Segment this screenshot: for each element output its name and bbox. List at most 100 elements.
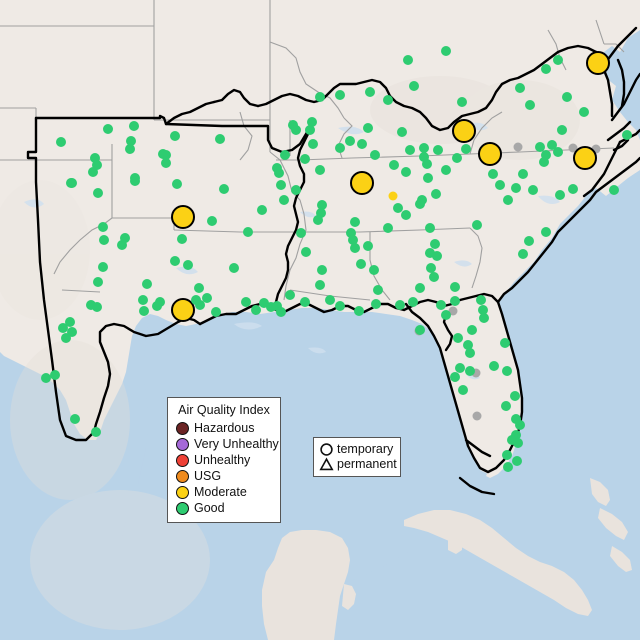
aqi-marker-good[interactable]	[458, 385, 468, 395]
aqi-marker-good[interactable]	[453, 333, 463, 343]
aqi-marker-good[interactable]	[467, 325, 477, 335]
aqi-marker-good[interactable]	[441, 46, 451, 56]
aqi-marker-good[interactable]	[125, 144, 135, 154]
aqi-marker-good[interactable]	[478, 305, 488, 315]
aqi-marker-good[interactable]	[405, 145, 415, 155]
aqi-marker-good[interactable]	[415, 325, 425, 335]
aqi-marker-good[interactable]	[325, 295, 335, 305]
aqi-marker-good[interactable]	[409, 81, 419, 91]
aqi-marker-good[interactable]	[207, 216, 217, 226]
aqi-marker-good[interactable]	[276, 307, 286, 317]
aqi-marker-good[interactable]	[357, 139, 367, 149]
aqi-marker-good[interactable]	[66, 178, 76, 188]
aqi-marker-good[interactable]	[296, 228, 306, 238]
aqi-marker-good[interactable]	[291, 125, 301, 135]
aqi-marker-moderate[interactable]	[171, 298, 195, 322]
aqi-marker-good[interactable]	[229, 263, 239, 273]
aqi-marker-good[interactable]	[251, 305, 261, 315]
aqi-marker-good[interactable]	[307, 117, 317, 127]
aqi-marker-good[interactable]	[345, 136, 355, 146]
aqi-marker-good[interactable]	[350, 217, 360, 227]
aqi-marker-good[interactable]	[241, 297, 251, 307]
aqi-marker-good[interactable]	[518, 169, 528, 179]
aqi-marker-good[interactable]	[510, 391, 520, 401]
aqi-marker-good[interactable]	[98, 222, 108, 232]
aqi-marker-good[interactable]	[138, 295, 148, 305]
aqi-marker-good[interactable]	[370, 150, 380, 160]
aqi-marker-good[interactable]	[65, 317, 75, 327]
aqi-marker-good[interactable]	[88, 167, 98, 177]
aqi-marker-good[interactable]	[170, 256, 180, 266]
aqi-marker-good[interactable]	[363, 123, 373, 133]
aqi-marker-good[interactable]	[422, 159, 432, 169]
aqi-marker-good[interactable]	[429, 272, 439, 282]
aqi-marker-good[interactable]	[401, 167, 411, 177]
aqi-marker-good[interactable]	[465, 348, 475, 358]
aqi-marker-good[interactable]	[348, 235, 358, 245]
aqi-marker-good[interactable]	[56, 137, 66, 147]
aqi-marker-good[interactable]	[335, 301, 345, 311]
aqi-marker-good[interactable]	[450, 296, 460, 306]
aqi-marker-good[interactable]	[432, 251, 442, 261]
aqi-marker-good[interactable]	[502, 450, 512, 460]
aqi-marker-good[interactable]	[259, 298, 269, 308]
aqi-marker-good[interactable]	[301, 247, 311, 257]
aqi-marker-moderate[interactable]	[171, 205, 195, 229]
aqi-marker-good[interactable]	[463, 340, 473, 350]
aqi-marker-good[interactable]	[317, 200, 327, 210]
aqi-marker-good[interactable]	[58, 323, 68, 333]
aqi-marker-good[interactable]	[383, 223, 393, 233]
aqi-marker-good[interactable]	[313, 215, 323, 225]
aqi-marker-good[interactable]	[191, 295, 201, 305]
aqi-marker-good[interactable]	[515, 420, 525, 430]
aqi-marker-good[interactable]	[50, 370, 60, 380]
aqi-marker-good[interactable]	[291, 185, 301, 195]
aqi-marker-good[interactable]	[541, 150, 551, 160]
aqi-marker-moderate[interactable]	[350, 171, 374, 195]
aqi-marker-good[interactable]	[369, 265, 379, 275]
aqi-marker-good[interactable]	[257, 205, 267, 215]
aqi-marker-good[interactable]	[98, 262, 108, 272]
aqi-marker-good[interactable]	[272, 163, 282, 173]
aqi-marker-good[interactable]	[308, 139, 318, 149]
aqi-marker-good[interactable]	[395, 300, 405, 310]
aqi-marker-good[interactable]	[528, 185, 538, 195]
aqi-marker-good[interactable]	[515, 83, 525, 93]
aqi-marker-good[interactable]	[61, 333, 71, 343]
aqi-marker-good[interactable]	[518, 249, 528, 259]
aqi-marker-good[interactable]	[513, 438, 523, 448]
aqi-marker-good[interactable]	[41, 373, 51, 383]
aqi-marker-good[interactable]	[461, 144, 471, 154]
aqi-marker-good[interactable]	[315, 280, 325, 290]
aqi-marker-good[interactable]	[183, 260, 193, 270]
aqi-marker-good[interactable]	[371, 299, 381, 309]
aqi-marker-good[interactable]	[170, 131, 180, 141]
aqi-marker-good[interactable]	[495, 180, 505, 190]
aqi-marker-moderate[interactable]	[452, 119, 476, 143]
aqi-marker-good[interactable]	[425, 223, 435, 233]
aqi-marker-good[interactable]	[426, 263, 436, 273]
aqi-marker-good[interactable]	[555, 190, 565, 200]
aqi-marker-good[interactable]	[547, 140, 557, 150]
aqi-marker-good[interactable]	[350, 243, 360, 253]
aqi-marker-good[interactable]	[431, 189, 441, 199]
aqi-marker-good[interactable]	[441, 165, 451, 175]
aqi-marker-good[interactable]	[465, 366, 475, 376]
aqi-marker-good[interactable]	[383, 95, 393, 105]
aqi-marker-good[interactable]	[393, 203, 403, 213]
aqi-marker-good[interactable]	[354, 306, 364, 316]
aqi-marker-good[interactable]	[363, 241, 373, 251]
aqi-marker-good[interactable]	[436, 300, 446, 310]
aqi-marker-good[interactable]	[503, 195, 513, 205]
aqi-marker-good[interactable]	[219, 184, 229, 194]
aqi-marker-good[interactable]	[455, 363, 465, 373]
aqi-marker-good[interactable]	[91, 427, 101, 437]
aqi-marker-good[interactable]	[423, 173, 433, 183]
aqi-marker-good[interactable]	[177, 234, 187, 244]
aqi-marker-good[interactable]	[335, 90, 345, 100]
aqi-marker-good[interactable]	[479, 313, 489, 323]
aqi-marker-good[interactable]	[315, 92, 325, 102]
aqi-marker-good[interactable]	[450, 372, 460, 382]
aqi-marker-moderate[interactable]	[586, 51, 610, 75]
